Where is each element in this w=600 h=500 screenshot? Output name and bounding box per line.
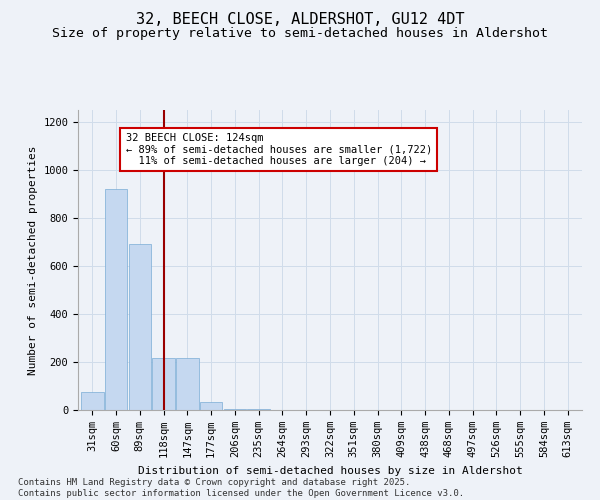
Bar	[176, 358, 199, 410]
Text: Size of property relative to semi-detached houses in Aldershot: Size of property relative to semi-detach…	[52, 28, 548, 40]
Bar	[128, 244, 151, 410]
Bar	[105, 189, 127, 410]
Y-axis label: Number of semi-detached properties: Number of semi-detached properties	[28, 145, 38, 375]
Text: Contains HM Land Registry data © Crown copyright and database right 2025.
Contai: Contains HM Land Registry data © Crown c…	[18, 478, 464, 498]
Bar	[224, 409, 246, 410]
X-axis label: Distribution of semi-detached houses by size in Aldershot: Distribution of semi-detached houses by …	[137, 466, 523, 475]
Bar	[81, 392, 104, 410]
Text: 32 BEECH CLOSE: 124sqm
← 89% of semi-detached houses are smaller (1,722)
  11% o: 32 BEECH CLOSE: 124sqm ← 89% of semi-det…	[125, 133, 432, 166]
Text: 32, BEECH CLOSE, ALDERSHOT, GU12 4DT: 32, BEECH CLOSE, ALDERSHOT, GU12 4DT	[136, 12, 464, 28]
Bar	[152, 358, 175, 410]
Bar	[200, 402, 223, 410]
